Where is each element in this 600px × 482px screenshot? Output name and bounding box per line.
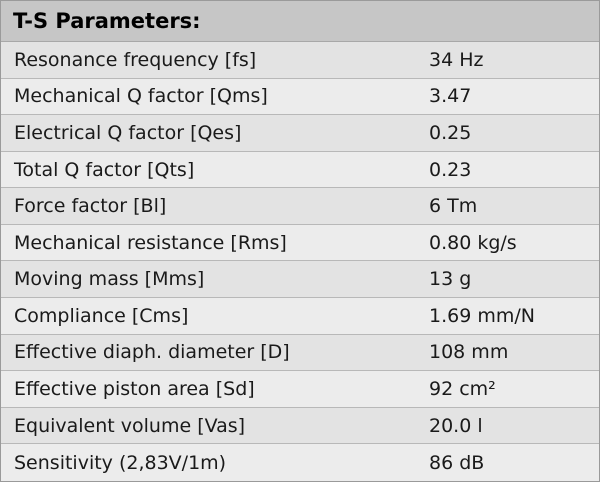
- parameter-name: Electrical Q factor [Qes]: [14, 121, 242, 144]
- parameter-name: Total Q factor [Qts]: [14, 158, 195, 181]
- parameter-value: 3.47: [429, 85, 472, 108]
- parameter-value: 1.69 mm/N: [429, 304, 535, 327]
- parameter-name: Force factor [Bl]: [14, 195, 167, 218]
- table-row: Effective piston area [Sd] 92 cm²: [1, 371, 599, 408]
- table-row: Electrical Q factor [Qes] 0.25: [1, 115, 599, 152]
- parameter-value: 0.25: [429, 121, 472, 144]
- table-row: Mechanical resistance [Rms] 0.80 kg/s: [1, 224, 599, 262]
- table-row: Sensitivity (2,83V/1m) 86 dB: [1, 444, 599, 481]
- parameter-name: Mechanical Q factor [Qms]: [14, 85, 268, 108]
- parameter-name: Equivalent volume [Vas]: [14, 414, 246, 437]
- table-row: Compliance [Cms] 1.69 mm/N: [1, 298, 599, 335]
- table-body: Resonance frequency [fs] 34 Hz Mechanical …: [1, 42, 599, 481]
- parameter-name: Moving mass [Mms]: [14, 268, 205, 291]
- parameter-name: Effective diaph. diameter [D]: [14, 341, 290, 364]
- parameter-value: 0.23: [429, 158, 472, 181]
- parameter-name: Compliance [Cms]: [14, 304, 189, 327]
- parameter-name: Mechanical resistance [Rms]: [14, 231, 287, 254]
- parameter-value: 86 dB: [429, 451, 485, 474]
- parameter-name: Sensitivity (2,83V/1m): [14, 451, 227, 474]
- parameter-value: 20.0 l: [429, 414, 483, 437]
- parameter-value: 0.80 kg/s: [429, 231, 517, 254]
- parameter-value: 34 Hz: [429, 48, 484, 71]
- parameter-value: 92 cm²: [429, 377, 496, 400]
- parameter-name: Resonance frequency [fs]: [14, 48, 257, 71]
- table-row: Resonance frequency [fs] 34 Hz: [1, 42, 599, 79]
- table-row: Equivalent volume [Vas] 20.0 l: [1, 407, 599, 445]
- table-row: Force factor [Bl] 6 Tm: [1, 188, 599, 225]
- table-row: Effective diaph. diameter [D] 108 mm: [1, 334, 599, 372]
- parameter-value: 108 mm: [429, 341, 509, 364]
- table-row: Total Q factor [Qts] 0.23: [1, 151, 599, 189]
- parameter-name: Effective piston area [Sd]: [14, 377, 255, 400]
- parameter-value: 6 Tm: [429, 195, 478, 218]
- table-title: T-S Parameters:: [1, 1, 599, 42]
- table-row: Mechanical Q factor [Qms] 3.47: [1, 78, 599, 116]
- parameter-value: 13 g: [429, 268, 472, 291]
- table-row: Moving mass [Mms] 13 g: [1, 261, 599, 299]
